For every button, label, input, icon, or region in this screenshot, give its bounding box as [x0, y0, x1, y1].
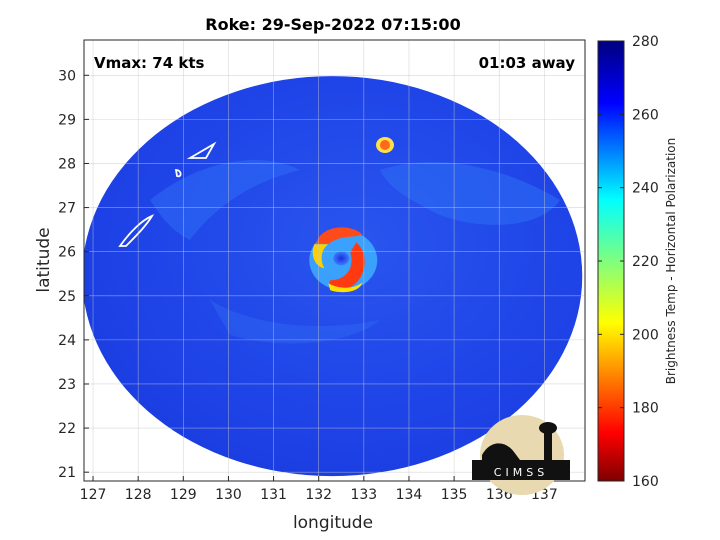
x-tick-label: 133: [350, 487, 377, 503]
y-axis-label: latitude: [34, 227, 54, 292]
colorbar-tick-label: 160: [632, 474, 659, 490]
x-axis-label: longitude: [293, 513, 373, 533]
grid: [84, 40, 585, 481]
y-tick-label: 24: [58, 333, 76, 349]
cimss-logo: CIMSS: [472, 415, 570, 495]
colorbar-tick-label: 180: [632, 401, 659, 417]
y-tick-label: 22: [58, 421, 76, 437]
colorbar-ticks: 160 180 200 220 240 260 280: [598, 34, 659, 490]
time-offset-annotation: 01:03 away: [479, 54, 576, 72]
y-tick-label: 23: [58, 377, 76, 393]
x-tick-label: 132: [305, 487, 332, 503]
x-tick-label: 135: [441, 487, 468, 503]
plot-area: 127 128 129 130 131 132 133 134 135 136 137 212223…: [58, 39, 586, 503]
vmax-annotation: Vmax: 74 kts: [94, 54, 204, 72]
plot-frame: [83, 39, 586, 482]
colorbar-tick-label: 240: [632, 181, 659, 197]
x-tick-label: 127: [80, 487, 107, 503]
y-tick-label: 27: [58, 201, 76, 217]
convective-cell-core: [380, 140, 390, 150]
cloud-band: [150, 160, 300, 240]
colorbar-tick-label: 260: [632, 107, 659, 123]
colorbar-tick-label: 220: [632, 254, 659, 270]
y-axis: 21 22 23 24 25 26 27 28 29 30: [58, 68, 89, 481]
x-tick-label: 129: [170, 487, 197, 503]
cloud-band: [210, 300, 380, 344]
y-tick-label: 29: [58, 112, 76, 128]
x-tick-label: 128: [125, 487, 152, 503]
logo-text: CIMSS: [494, 466, 548, 479]
colorbar-tick-label: 200: [632, 327, 659, 343]
y-tick-label: 21: [58, 465, 76, 481]
x-tick-label: 134: [396, 487, 423, 503]
colorbar-scale: [597, 40, 625, 482]
y-tick-label: 30: [58, 68, 76, 84]
y-tick-label: 25: [58, 289, 76, 305]
x-tick-label: 131: [260, 487, 287, 503]
colorbar-label: Brightness Temp - Horizontal Polarizatio…: [664, 138, 678, 385]
chart-title: Roke: 29-Sep-2022 07:15:00: [205, 15, 460, 34]
y-tick-label: 28: [58, 156, 76, 172]
x-tick-label: 130: [215, 487, 242, 503]
coastline: [118, 51, 272, 247]
storm-eyewall: [309, 227, 378, 293]
y-tick-label: 26: [58, 245, 76, 261]
colorbar: 160 180 200 220 240 260 280 Brightness Temp - …: [597, 34, 678, 490]
colorbar-tick-label: 280: [632, 34, 659, 50]
x-axis: 127 128 129 130 131 132 133 134 135 136 137: [80, 476, 558, 503]
cloud-band: [380, 161, 560, 225]
